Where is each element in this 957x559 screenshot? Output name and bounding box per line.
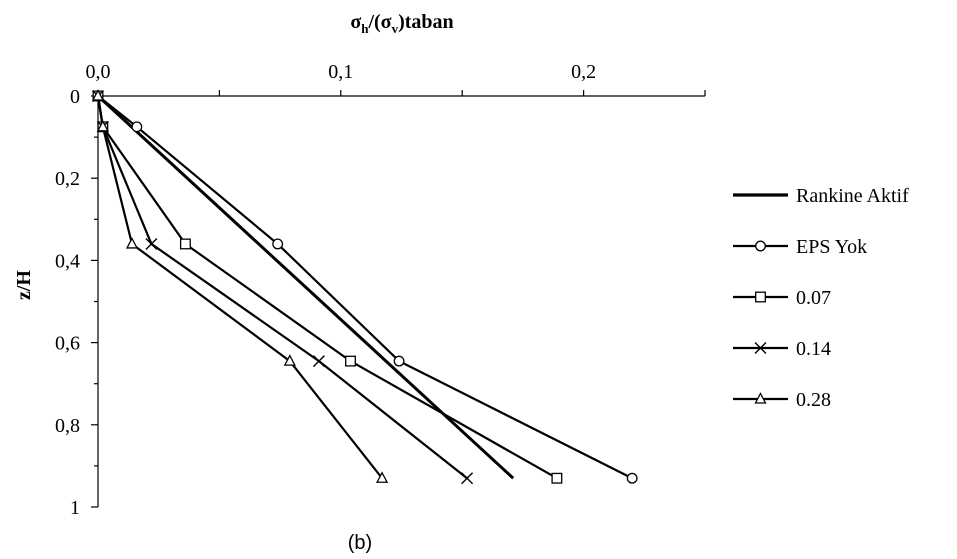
data-point-eps-yok bbox=[393, 355, 405, 367]
legend-item-0-28: 0.28 bbox=[733, 389, 831, 411]
data-point-0-14 bbox=[461, 472, 474, 485]
y-tick-label: 0,2 bbox=[55, 168, 80, 190]
y-axis-title: z/H bbox=[13, 270, 35, 300]
y-tick-label: 0,8 bbox=[55, 415, 80, 437]
x-axis-title: σh/(σv)taban bbox=[350, 11, 453, 36]
x-marker-stroke bbox=[312, 355, 325, 368]
series-line-0-28 bbox=[96, 95, 383, 479]
x-marker-stroke bbox=[145, 237, 158, 250]
series-line-0-07 bbox=[96, 95, 558, 480]
legend-label: 0.07 bbox=[796, 287, 831, 309]
y-tick-label: 0 bbox=[70, 86, 80, 108]
data-point-0-28 bbox=[375, 471, 389, 483]
x-tick-label: 0,2 bbox=[571, 61, 596, 83]
legend-item-0-14: 0.14 bbox=[733, 338, 831, 360]
x-marker-stroke bbox=[754, 342, 767, 354]
x-axis-title-sub2: v bbox=[392, 21, 399, 36]
data-point-0-07 bbox=[345, 355, 356, 367]
plot-area bbox=[91, 89, 638, 485]
legend-item-rankine-aktif: Rankine Aktif bbox=[733, 185, 909, 207]
y-tick-label: 0,4 bbox=[55, 250, 80, 272]
legend-label: EPS Yok bbox=[796, 236, 867, 258]
legend-label: Rankine Aktif bbox=[796, 185, 909, 207]
data-point-0-28 bbox=[283, 354, 296, 366]
data-point-0-07 bbox=[551, 472, 563, 484]
x-axis-title-sub1: h bbox=[361, 21, 369, 36]
data-point-0-14 bbox=[312, 355, 325, 368]
data-point-eps-yok bbox=[626, 472, 638, 484]
legend-marker bbox=[754, 342, 767, 354]
series-line-eps-yok bbox=[97, 95, 633, 480]
series-line-0-14 bbox=[96, 95, 468, 480]
data-point-eps-yok bbox=[272, 238, 284, 250]
legend-label: 0.28 bbox=[796, 389, 831, 411]
data-point-0-28 bbox=[96, 119, 109, 132]
legend: Rankine Aktif EPS Yok 0.07 0.14 0.28 bbox=[733, 185, 909, 411]
data-point-0-28 bbox=[91, 89, 105, 101]
axes: 0,0 0,1 0,2 0 0,2 0,4 0,6 0,8 1 bbox=[55, 61, 706, 519]
x-axis-title-mid: /(σ bbox=[367, 11, 391, 33]
legend-item-eps-yok: EPS Yok bbox=[733, 236, 867, 258]
y-tick-label: 0,6 bbox=[55, 333, 80, 355]
x-marker-stroke bbox=[461, 472, 474, 485]
data-point-0-07 bbox=[179, 238, 191, 250]
legend-label: 0.14 bbox=[796, 338, 831, 360]
legend-item-0-07: 0.07 bbox=[733, 287, 831, 309]
data-point-0-28 bbox=[125, 237, 139, 249]
legend-marker bbox=[755, 291, 766, 303]
x-tick-label: 0,1 bbox=[328, 61, 353, 83]
data-point-eps-yok bbox=[131, 121, 143, 133]
legend-marker bbox=[755, 240, 766, 252]
y-tick-label: 1 bbox=[70, 497, 80, 519]
x-axis-title-tail: )taban bbox=[398, 11, 454, 33]
x-tick-label: 0,0 bbox=[86, 61, 111, 83]
x-axis-title-main: σ bbox=[350, 11, 361, 33]
chart-caption: (b) bbox=[348, 532, 372, 554]
series-line-rankine-aktif bbox=[96, 94, 515, 480]
legend-marker bbox=[754, 392, 767, 404]
data-point-0-14 bbox=[145, 237, 158, 250]
